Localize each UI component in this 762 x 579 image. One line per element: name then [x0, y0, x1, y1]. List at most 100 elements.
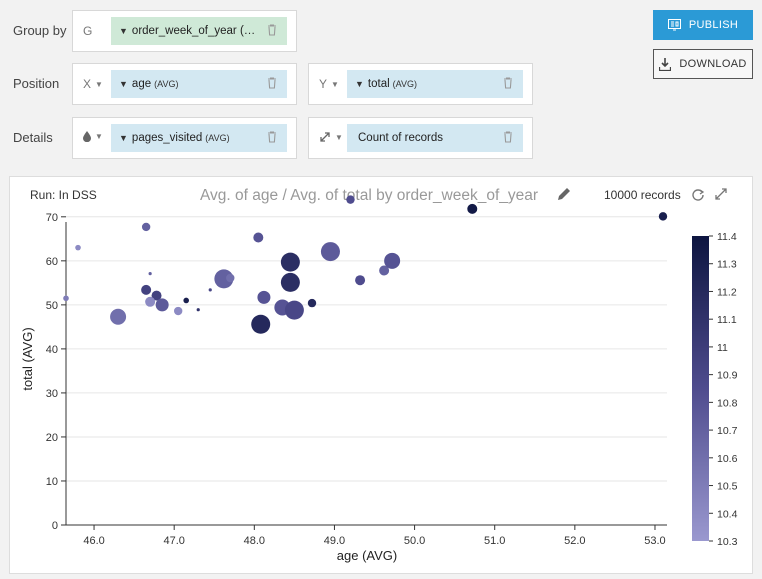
- color-tick-label: 10.3: [717, 536, 738, 548]
- caret-down-icon[interactable]: ▼: [355, 79, 364, 89]
- data-points: [63, 195, 668, 334]
- y-axis-ticks: 0 10 20 30 40 50 60 70: [46, 212, 66, 532]
- grid-lines: [66, 216, 667, 482]
- scatter-point: [280, 252, 300, 272]
- color-tick-label: 11: [717, 342, 728, 354]
- color-dropzone[interactable]: ▼ ▼ pages_visited (AVG): [72, 117, 297, 159]
- x-field-pill[interactable]: ▼ age (AVG): [111, 70, 287, 98]
- y-tick-label: 0: [52, 520, 58, 532]
- color-scale-bar: [692, 236, 709, 541]
- x-tick-label: 46.0: [83, 535, 104, 547]
- scatter-point: [226, 273, 235, 283]
- color-tick-label: 10.7: [717, 425, 738, 437]
- scatter-point: [63, 295, 69, 302]
- caret-down-icon[interactable]: ▼: [119, 79, 128, 89]
- scatter-point: [320, 242, 340, 262]
- x-tick-label: 49.0: [324, 535, 345, 547]
- color-selector[interactable]: ▼: [83, 131, 103, 142]
- scatter-point: [253, 232, 264, 243]
- y-letter: Y: [319, 77, 328, 91]
- scatter-point: [110, 308, 127, 325]
- color-agg: (AVG): [205, 133, 230, 143]
- scatter-point: [355, 275, 366, 286]
- refresh-icon[interactable]: [692, 189, 705, 201]
- color-tick-label: 11.1: [717, 314, 737, 326]
- x-tick-label: 50.0: [404, 535, 425, 547]
- dashboard-icon: [667, 19, 681, 31]
- x-agg: (AVG): [154, 79, 179, 89]
- y-tick-label: 60: [46, 256, 58, 268]
- x-tick-label: 47.0: [163, 535, 184, 547]
- edit-title-icon[interactable]: [558, 188, 570, 200]
- size-field-pill[interactable]: Count of records: [347, 124, 523, 152]
- x-tick-label: 53.0: [644, 535, 665, 547]
- trash-icon[interactable]: [267, 77, 277, 89]
- scatter-chart: Run: In DSS Avg. of age / Avg. of total …: [20, 187, 738, 563]
- x-axis-ticks: 46.0 47.0 48.0 49.0 50.0 51.0 52.0 53.0: [83, 525, 666, 547]
- group-by-pill[interactable]: ▼ order_week_of_year (…: [111, 17, 287, 45]
- expand-icon[interactable]: [715, 188, 727, 200]
- x-dropzone[interactable]: X ▼ ▼ age (AVG): [72, 63, 297, 105]
- drop-icon: [83, 131, 91, 142]
- scatter-point: [151, 290, 162, 301]
- axes: [65, 222, 667, 526]
- y-dropzone[interactable]: Y ▼ ▼ total (AVG): [308, 63, 533, 105]
- y-field-pill[interactable]: ▼ total (AVG): [347, 70, 523, 98]
- y-tick-label: 20: [46, 432, 58, 444]
- trash-icon[interactable]: [503, 131, 513, 143]
- scatter-point: [145, 296, 156, 307]
- publish-button[interactable]: PUBLISH: [653, 10, 753, 40]
- download-label: DOWNLOAD: [679, 58, 747, 70]
- scatter-point: [307, 298, 317, 308]
- scatter-point: [257, 290, 271, 304]
- y-tick-label: 10: [46, 476, 58, 488]
- size-field: Count of records: [358, 132, 444, 144]
- y-tick-label: 50: [46, 300, 58, 312]
- y-tick-label: 40: [46, 344, 58, 356]
- trash-icon[interactable]: [267, 131, 277, 143]
- scatter-point: [384, 252, 401, 269]
- size-selector[interactable]: ▼: [319, 131, 343, 143]
- group-by-dropzone[interactable]: G ▼ order_week_of_year (…: [72, 10, 297, 52]
- y-field: total: [367, 78, 390, 90]
- size-dropzone[interactable]: ▼ Count of records: [308, 117, 533, 159]
- trash-icon[interactable]: [267, 24, 277, 36]
- caret-down-icon[interactable]: ▼: [119, 133, 128, 143]
- run-label: Run: In DSS: [30, 188, 97, 202]
- chevron-down-icon: ▼: [335, 132, 343, 142]
- scatter-point: [214, 269, 234, 289]
- scatter-point: [141, 284, 152, 295]
- color-field-pill[interactable]: ▼ pages_visited (AVG): [111, 124, 287, 152]
- scatter-point: [196, 308, 200, 312]
- x-field: age: [131, 78, 152, 90]
- caret-down-icon[interactable]: ▼: [119, 26, 128, 36]
- y-axis-selector[interactable]: Y ▼: [319, 77, 339, 91]
- color-tick-label: 11.3: [717, 259, 737, 271]
- scatter-point: [173, 306, 183, 316]
- trash-icon[interactable]: [503, 77, 513, 89]
- color-field: pages_visited: [131, 132, 203, 144]
- chart-title: Avg. of age / Avg. of total by order_wee…: [200, 187, 538, 204]
- color-tick-label: 10.5: [717, 481, 738, 493]
- chevron-down-icon: ▼: [95, 79, 103, 89]
- y-axis-label: total (AVG): [20, 327, 35, 390]
- y-agg: (AVG): [392, 79, 418, 89]
- scatter-point: [183, 297, 189, 304]
- download-button[interactable]: DOWNLOAD: [653, 49, 753, 79]
- x-axis-selector[interactable]: X ▼: [83, 77, 103, 91]
- x-tick-label: 51.0: [484, 535, 505, 547]
- publish-label: PUBLISH: [688, 19, 739, 31]
- group-by-label: Group by: [13, 23, 67, 38]
- color-tick-label: 10.6: [717, 453, 738, 465]
- y-tick-label: 70: [46, 212, 58, 224]
- color-tick-label: 11.4: [717, 231, 737, 243]
- group-by-field: order_week_of_year (…: [131, 25, 256, 37]
- scatter-point: [148, 272, 152, 276]
- scatter-point: [658, 212, 668, 221]
- scatter-point: [155, 298, 169, 312]
- x-letter: X: [83, 77, 92, 91]
- scatter-point: [467, 203, 478, 214]
- records-count: 10000 records: [604, 188, 681, 202]
- scatter-point: [280, 272, 300, 292]
- color-scale-ticks: 10.3 10.4 10.5 10.6 10.7 10.8 10.9 11 11.1 11.2 11…: [709, 231, 738, 548]
